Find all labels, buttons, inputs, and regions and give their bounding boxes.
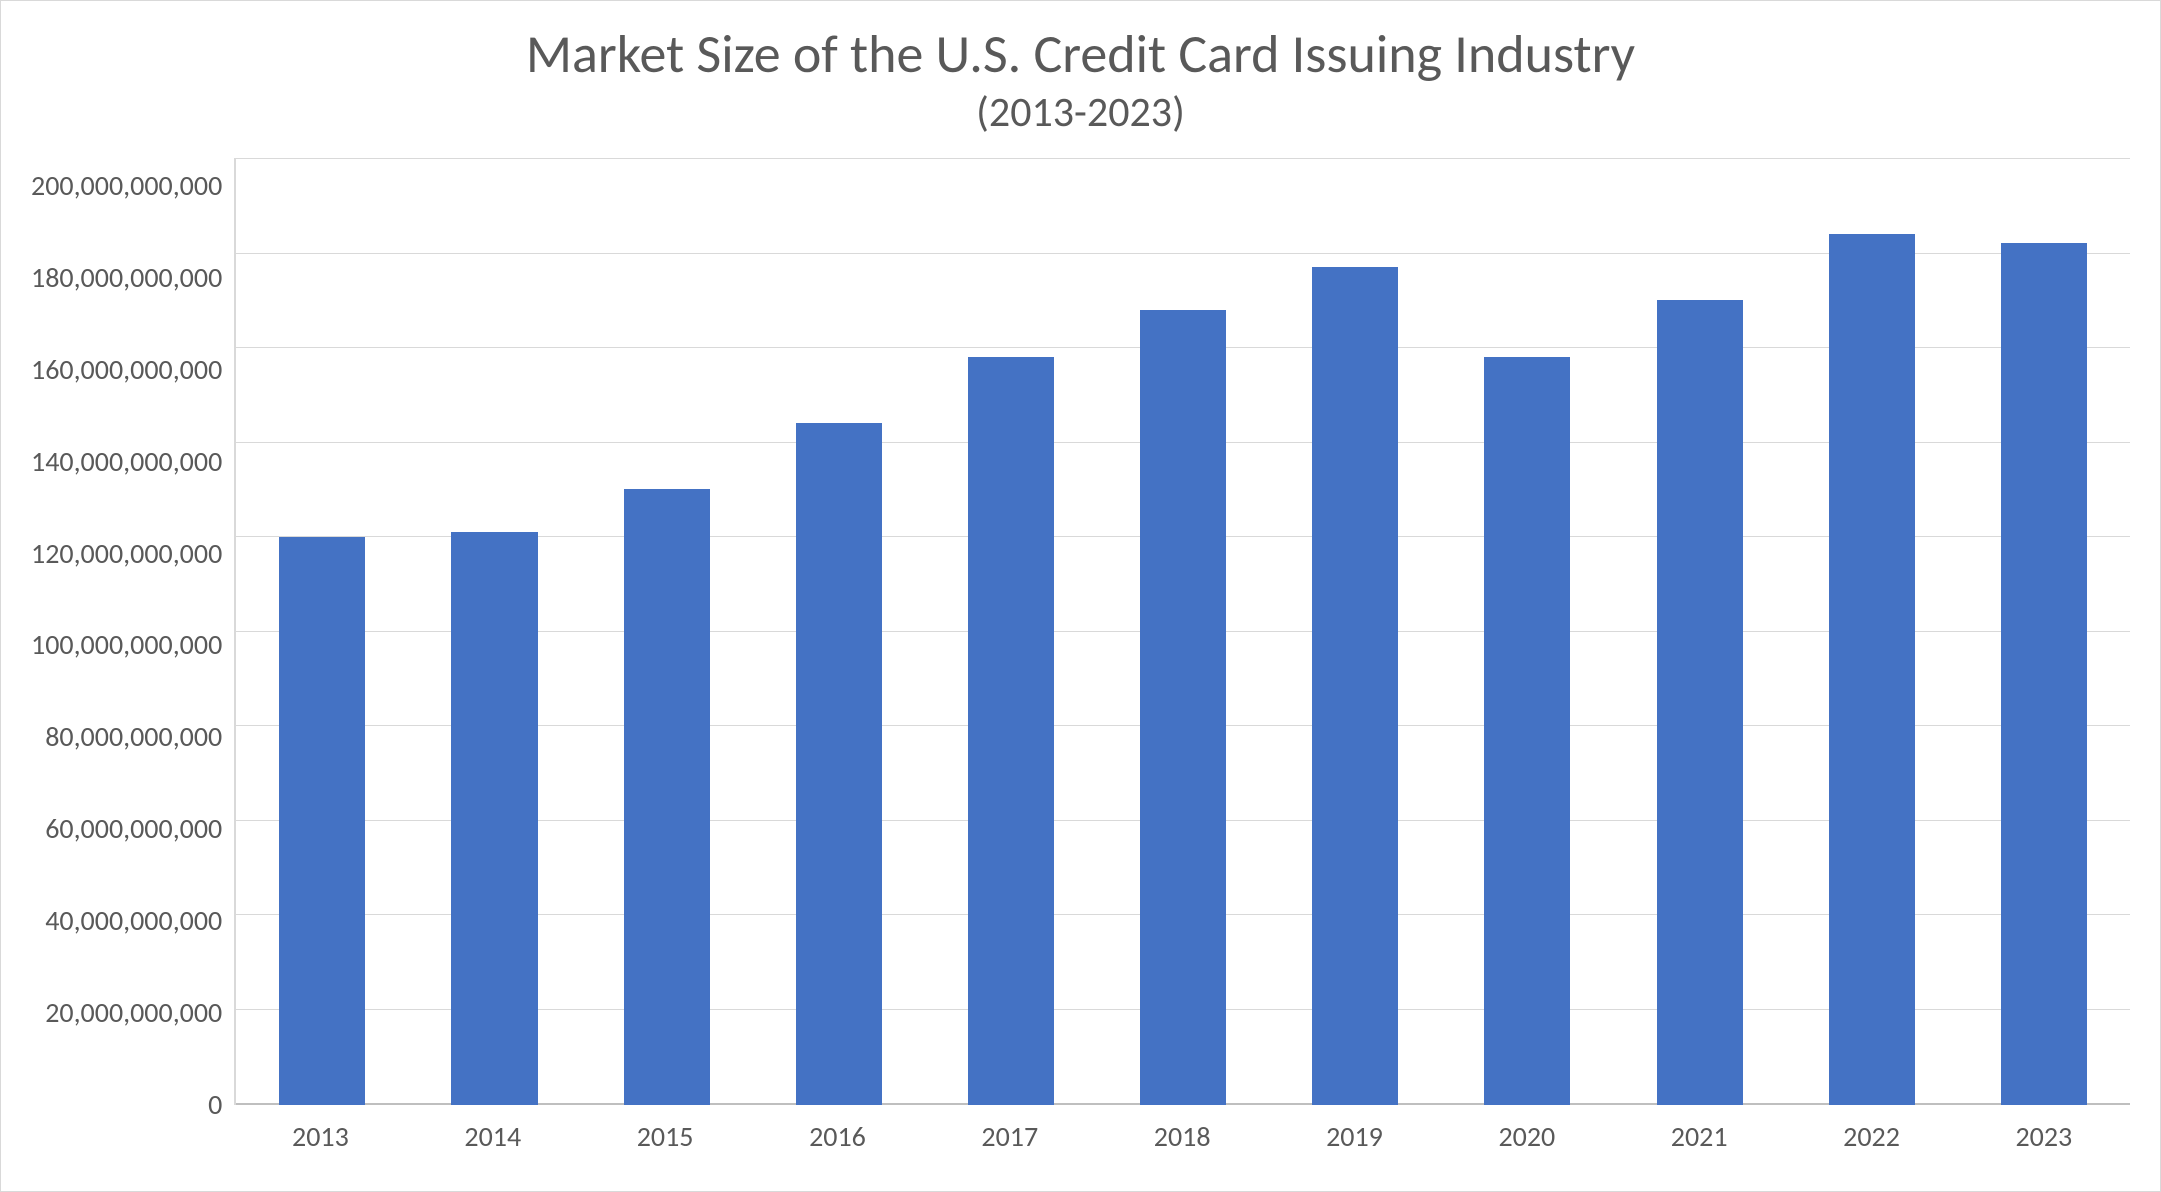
x-tick-label: 2022 (1785, 1105, 1957, 1161)
y-tick-label: 80,000,000,000 (45, 723, 222, 751)
x-tick-label: 2014 (407, 1105, 579, 1161)
x-tick-label: 2019 (1268, 1105, 1440, 1161)
x-tick-label: 2020 (1441, 1105, 1613, 1161)
bar (796, 423, 882, 1105)
x-tick-label: 2015 (579, 1105, 751, 1161)
bar-slot (1958, 158, 2130, 1105)
bar-slot (753, 158, 925, 1105)
bar (624, 489, 710, 1105)
y-tick-label: 20,000,000,000 (45, 999, 222, 1027)
y-tick-label: 200,000,000,000 (31, 172, 222, 200)
x-tick-label: 2018 (1096, 1105, 1268, 1161)
y-tick-label: 180,000,000,000 (31, 264, 222, 292)
plot-column: 2013201420152016201720182019202020212022… (234, 158, 2130, 1161)
y-tick-label: 120,000,000,000 (31, 540, 222, 568)
x-axis: 2013201420152016201720182019202020212022… (234, 1105, 2130, 1161)
bar-slot (1269, 158, 1441, 1105)
bar (1312, 267, 1398, 1105)
y-tick-label: 60,000,000,000 (45, 815, 222, 843)
bars (236, 158, 2130, 1105)
x-tick-label: 2017 (924, 1105, 1096, 1161)
bar-slot (581, 158, 753, 1105)
bar (968, 357, 1054, 1105)
y-tick-label: 40,000,000,000 (45, 907, 222, 935)
bar (1829, 234, 1915, 1105)
bar-chart: Market Size of the U.S. Credit Card Issu… (0, 0, 2161, 1192)
bar (1484, 357, 1570, 1105)
bar (1140, 310, 1226, 1105)
y-axis: 200,000,000,000 180,000,000,000 160,000,00… (31, 158, 234, 1161)
bar (1657, 300, 1743, 1105)
y-tick-label: 140,000,000,000 (31, 448, 222, 476)
plot-wrap: 200,000,000,000 180,000,000,000 160,000,00… (31, 158, 2130, 1161)
x-tick-label: 2016 (751, 1105, 923, 1161)
bar (2001, 243, 2087, 1105)
bar (451, 532, 537, 1105)
chart-title-line1: Market Size of the U.S. Credit Card Issu… (31, 21, 2130, 87)
bar-slot (236, 158, 408, 1105)
y-tick-label: 100,000,000,000 (31, 631, 222, 659)
chart-title-line2: (2013-2023) (31, 87, 2130, 138)
x-tick-label: 2013 (234, 1105, 406, 1161)
x-tick-label: 2021 (1613, 1105, 1785, 1161)
chart-title: Market Size of the U.S. Credit Card Issu… (31, 21, 2130, 138)
bar-slot (1614, 158, 1786, 1105)
bar-slot (408, 158, 580, 1105)
bar (279, 537, 365, 1105)
x-tick-label: 2023 (1958, 1105, 2130, 1161)
bar-slot (1097, 158, 1269, 1105)
y-tick-label: 0 (208, 1091, 222, 1119)
bar-slot (1786, 158, 1958, 1105)
bar-slot (925, 158, 1097, 1105)
bar-slot (1441, 158, 1613, 1105)
y-tick-label: 160,000,000,000 (31, 356, 222, 384)
plot-area (234, 158, 2130, 1105)
